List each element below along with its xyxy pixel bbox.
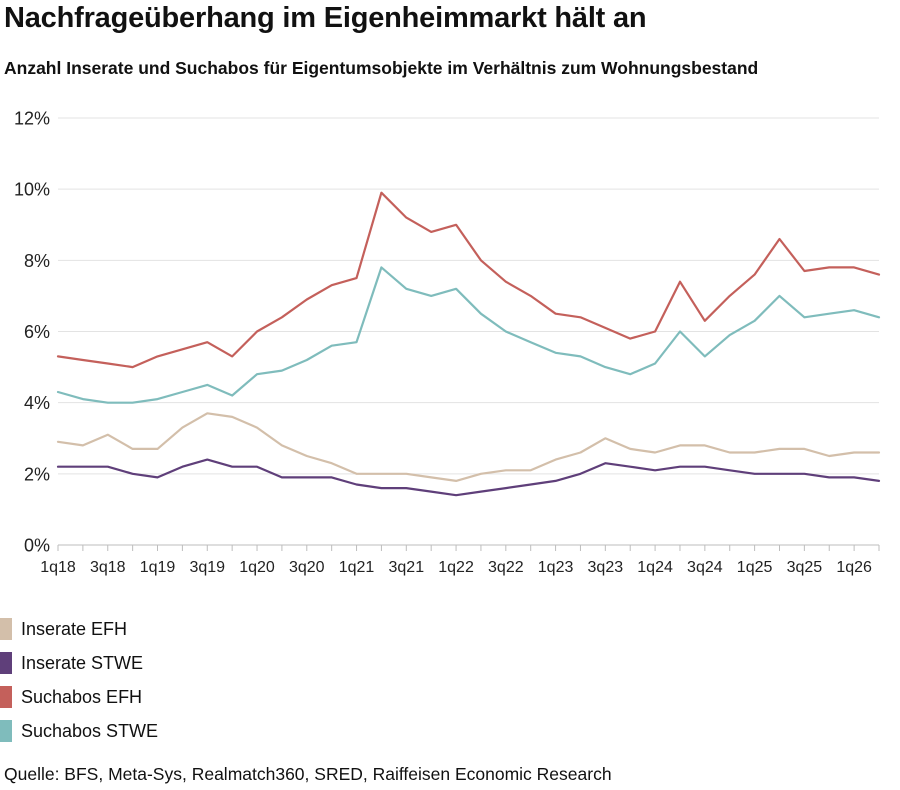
legend-item: Inserate STWE (0, 646, 158, 680)
legend-swatch (0, 686, 12, 708)
x-tick-label: 1q22 (438, 559, 474, 576)
y-tick-label: 2% (24, 464, 50, 484)
x-tick-label: 1q19 (140, 559, 176, 576)
x-tick-label: 3q21 (389, 559, 425, 576)
legend-label: Suchabos STWE (21, 720, 159, 741)
legend-label: Inserate EFH (21, 618, 128, 639)
x-tick-label: 3q23 (588, 559, 624, 576)
x-tick-label: 1q23 (538, 559, 574, 576)
legend-label: Inserate STWE (21, 652, 144, 673)
chart-subtitle: Anzahl Inserate und Suchabos für Eigentu… (4, 58, 759, 78)
x-tick-label: 3q25 (787, 559, 823, 576)
y-tick-label: 4% (24, 393, 50, 413)
legend: Inserate EFH Inserate STWE Suchabos EFH Suc… (0, 612, 158, 748)
series-layer (56, 191, 881, 497)
legend-label: Suchabos EFH (21, 686, 143, 707)
series-line-2 (56, 458, 881, 497)
chart-title: Nachfrageüberhang im Eigenheimmarkt hält… (4, 2, 647, 34)
x-tick-label: 1q26 (836, 559, 872, 576)
legend-item: Suchabos STWE (0, 714, 158, 748)
grid-layer (58, 117, 879, 546)
legend-item: Suchabos EFH (0, 680, 158, 714)
x-tick-label: 1q20 (239, 559, 275, 576)
x-tick-label: 3q20 (289, 559, 325, 576)
legend-swatch (0, 618, 12, 640)
x-tick-label: 3q22 (488, 559, 524, 576)
series-line-1 (56, 412, 881, 482)
x-tick-label: 1q18 (40, 559, 76, 576)
line-chart: 0% 2% 4% 6% 8% 10% 12% 1q18 3q18 1q19 3q19 1q20 3q20… (14, 109, 881, 576)
source-note: Quelle: BFS, Meta-Sys, Realmatch360, SRE… (4, 764, 612, 784)
x-tick-label: 3q18 (90, 559, 126, 576)
x-tick-label: 1q25 (737, 559, 773, 576)
y-tick-label: 0% (24, 536, 50, 556)
x-tick-label: 3q24 (687, 559, 723, 576)
legend-item: Inserate EFH (0, 612, 158, 646)
series-line-4 (56, 266, 881, 404)
x-tick-label: 3q19 (189, 559, 225, 576)
y-tick-label: 8% (24, 251, 50, 271)
x-tick-label: 1q24 (637, 559, 673, 576)
x-tick-label: 1q21 (339, 559, 375, 576)
y-tick-label: 12% (14, 109, 50, 129)
legend-swatch (0, 652, 12, 674)
axis-layer: 0% 2% 4% 6% 8% 10% 12% 1q18 3q18 1q19 3q19 1q20 3q20… (14, 109, 880, 576)
y-tick-label: 6% (24, 322, 50, 342)
legend-swatch (0, 720, 12, 742)
y-tick-label: 10% (14, 180, 50, 200)
series-line-3 (56, 191, 881, 369)
